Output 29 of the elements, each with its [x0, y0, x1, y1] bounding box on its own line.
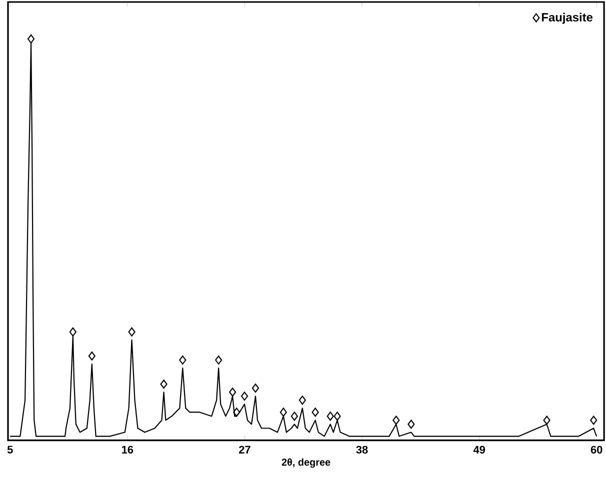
- point: [69, 327, 76, 336]
- point: [298, 396, 306, 405]
- x-tick-label: 16: [122, 446, 134, 454]
- point: [392, 416, 400, 425]
- point: [543, 416, 550, 425]
- legend-label: Faujasite: [542, 12, 593, 24]
- point: [233, 408, 240, 417]
- point: [179, 355, 186, 364]
- point: [590, 416, 598, 425]
- point: [27, 34, 35, 44]
- x-axis-title: 2θ, degree: [282, 458, 330, 468]
- point: [280, 408, 287, 417]
- x-tick-label: 49: [473, 446, 485, 454]
- point: [252, 383, 260, 393]
- x-tick-label: 5: [7, 446, 13, 454]
- point: [215, 355, 222, 364]
- point: [290, 412, 298, 421]
- point: [160, 379, 168, 389]
- x-tick-label: 27: [239, 446, 250, 454]
- x-tick-label: 60: [590, 446, 602, 454]
- point: [334, 412, 341, 421]
- point: [312, 408, 319, 417]
- point: [88, 351, 96, 360]
- x-tick-label: 38: [356, 446, 368, 454]
- point: [240, 392, 248, 401]
- point: [128, 327, 136, 336]
- point: [229, 387, 236, 397]
- point: [408, 420, 415, 429]
- point: [326, 412, 334, 421]
